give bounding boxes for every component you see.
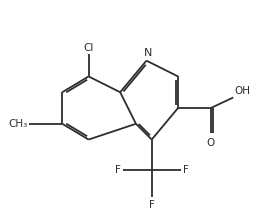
- Text: F: F: [115, 165, 121, 175]
- Text: F: F: [149, 200, 155, 210]
- Text: Cl: Cl: [83, 43, 94, 53]
- Text: CH₃: CH₃: [9, 119, 28, 129]
- Text: OH: OH: [235, 86, 251, 96]
- Text: O: O: [207, 138, 215, 148]
- Text: F: F: [183, 165, 189, 175]
- Text: N: N: [144, 48, 152, 58]
